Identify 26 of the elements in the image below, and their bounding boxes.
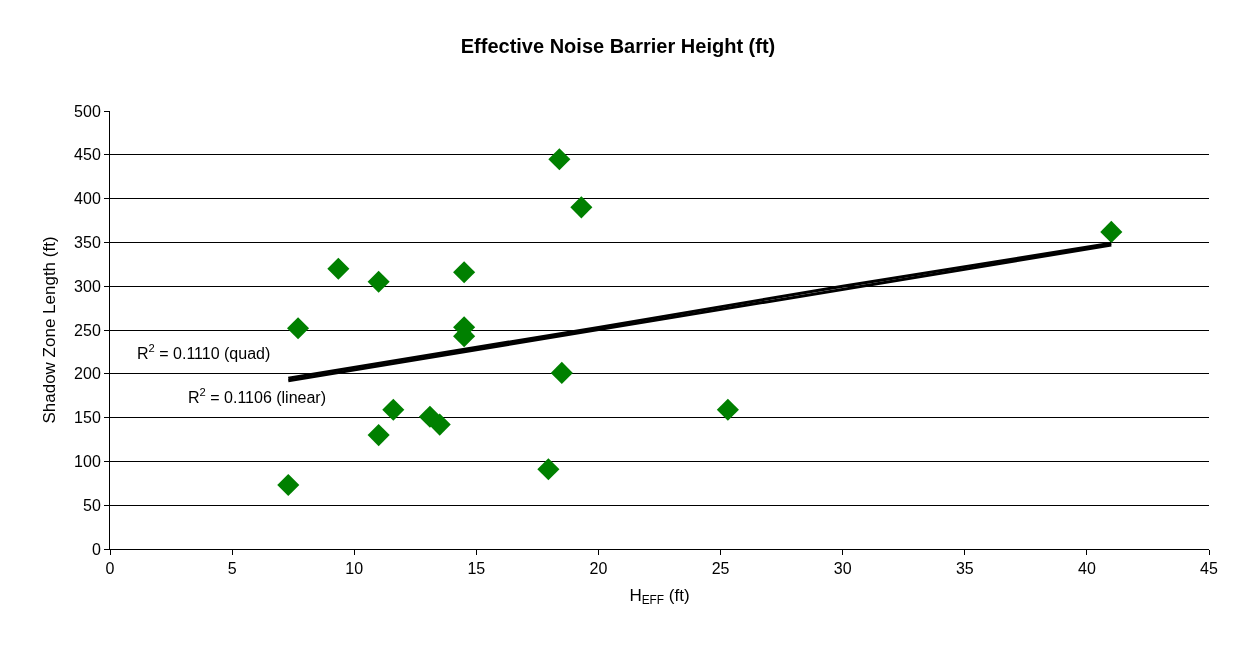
x-tick-label: 10 [345,560,364,578]
x-tick-label: 20 [589,560,608,578]
x-tick-label: 45 [1200,560,1218,578]
x-tick-label: 15 [467,560,486,578]
y-tick-label: 300 [74,277,101,295]
x-tick-label: 25 [711,560,730,578]
x-axis-title: H$_{EFF}$ (ft) [629,585,690,608]
y-tick-label: 100 [74,453,101,470]
y-tick-label: 150 [74,409,101,427]
x-tick-label: 35 [955,560,974,578]
x-tick-label: 30 [833,560,852,578]
y-tick-label: 200 [74,365,101,383]
annotation: R$^{2}$ = 0.1106 (linear) [188,386,327,406]
y-tick-label: 450 [74,146,101,164]
y-tick-label: 500 [74,102,101,120]
x-tick-label: 40 [1077,560,1096,578]
y-tick-label: 0 [91,540,101,558]
y-tick-label: 350 [74,234,101,251]
x-tick-label: 0 [105,560,115,578]
chart-title: Effective Noise Barrier Height (ft) [460,35,776,58]
y-tick-label: 250 [74,321,101,339]
annotation: R$^{2}$ = 0.1110 (quad) [137,342,271,362]
y-tick-label: 50 [83,496,101,514]
y-axis-title: Shadow Zone Length (ft) [39,236,59,424]
x-tick-label: 5 [227,560,237,578]
y-tick-label: 400 [74,190,101,208]
